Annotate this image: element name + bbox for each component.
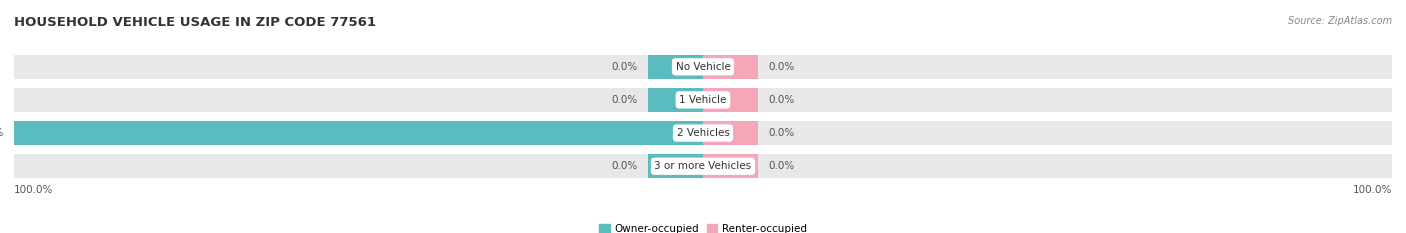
Text: HOUSEHOLD VEHICLE USAGE IN ZIP CODE 77561: HOUSEHOLD VEHICLE USAGE IN ZIP CODE 7756… (14, 16, 375, 29)
Bar (14, 121, 703, 145)
Text: 3 or more Vehicles: 3 or more Vehicles (654, 161, 752, 171)
Text: 1 Vehicle: 1 Vehicle (679, 95, 727, 105)
Bar (703, 55, 758, 79)
Text: 0.0%: 0.0% (769, 128, 794, 138)
Bar (14, 55, 1392, 79)
Bar (648, 55, 703, 79)
Bar (703, 121, 758, 145)
Bar (703, 154, 758, 178)
Text: 0.0%: 0.0% (769, 161, 794, 171)
Bar (14, 154, 1392, 178)
Text: 0.0%: 0.0% (769, 95, 794, 105)
Text: 0.0%: 0.0% (612, 161, 637, 171)
Text: 100.0%: 100.0% (0, 128, 4, 138)
Text: 0.0%: 0.0% (612, 62, 637, 72)
Text: 2 Vehicles: 2 Vehicles (676, 128, 730, 138)
Text: No Vehicle: No Vehicle (675, 62, 731, 72)
Legend: Owner-occupied, Renter-occupied: Owner-occupied, Renter-occupied (595, 220, 811, 233)
Bar (14, 121, 1392, 145)
Bar (648, 154, 703, 178)
Text: Source: ZipAtlas.com: Source: ZipAtlas.com (1288, 16, 1392, 26)
Text: 100.0%: 100.0% (1353, 185, 1392, 195)
Text: 0.0%: 0.0% (769, 62, 794, 72)
Bar (648, 88, 703, 112)
Text: 100.0%: 100.0% (14, 185, 53, 195)
Bar (703, 88, 758, 112)
Text: 0.0%: 0.0% (612, 95, 637, 105)
Bar (14, 88, 1392, 112)
